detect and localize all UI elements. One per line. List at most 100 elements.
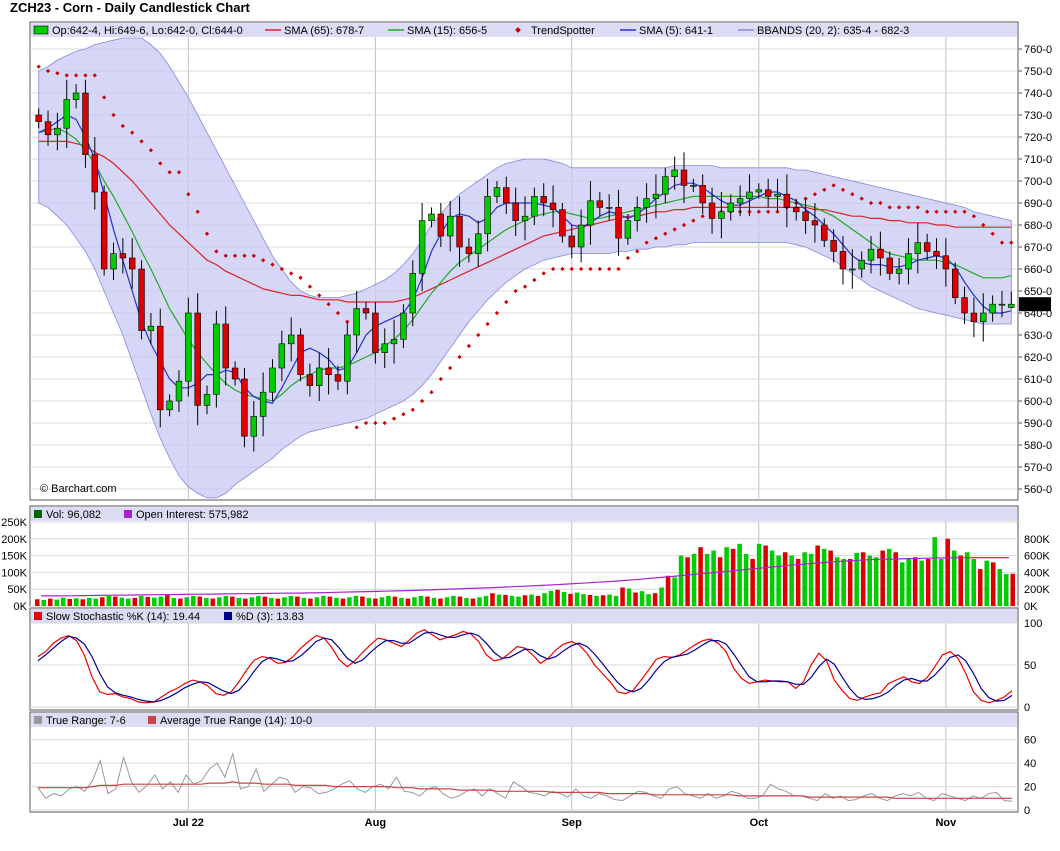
candle-body — [493, 187, 501, 197]
volume-bar — [685, 557, 690, 606]
volume-bar — [665, 575, 671, 606]
volume-bar — [34, 599, 40, 606]
volume-bar — [529, 594, 534, 606]
volume-bar — [223, 595, 229, 606]
volume-bar — [509, 595, 515, 606]
y-tick-label: 560-0 — [1024, 484, 1052, 496]
candle-body — [44, 121, 52, 136]
candle-body — [316, 367, 323, 386]
candle-body — [652, 193, 660, 199]
volume-bar — [106, 595, 112, 606]
trendspotter-dot — [672, 227, 677, 232]
trendspotter-dot — [354, 425, 359, 430]
candle-body — [344, 334, 351, 382]
volume-bar — [971, 558, 977, 606]
trendspotter-dot — [925, 209, 930, 214]
candle-body — [774, 193, 781, 197]
volume-bar — [100, 597, 105, 606]
trendspotter-dot — [541, 271, 546, 276]
candle-body — [680, 169, 688, 186]
volume-bar — [288, 595, 294, 606]
volume-bar — [906, 558, 911, 606]
volume-bar — [691, 553, 697, 606]
candle-body — [82, 92, 89, 155]
trendspotter-dot — [896, 205, 902, 210]
candle-body — [605, 207, 613, 209]
candle-body — [923, 242, 931, 252]
volume-bar — [854, 552, 859, 606]
volume-bar — [230, 596, 235, 606]
volume-bar — [789, 555, 794, 606]
candle-body — [970, 312, 978, 323]
trendspotter-dot — [401, 412, 406, 417]
candle-body — [624, 220, 632, 239]
volume-bar — [828, 550, 833, 606]
candle-body — [306, 374, 314, 386]
oi-y-tick-label: 400K — [1024, 567, 1050, 579]
oi-y-tick-label: 200K — [1024, 584, 1050, 596]
y-tick-label: 720-0 — [1024, 132, 1052, 144]
candle-body — [577, 224, 585, 248]
volume-bar — [535, 595, 541, 606]
volume-bar — [275, 598, 281, 606]
y-tick-label: 760-0 — [1024, 44, 1052, 56]
y-tick-label: 710-0 — [1024, 154, 1052, 166]
trendspotter-dot — [167, 170, 172, 175]
volume-bar — [626, 588, 632, 606]
candle-body — [793, 207, 800, 213]
volume-bar — [405, 598, 411, 606]
volume-bar — [451, 595, 456, 606]
candle-body — [400, 312, 407, 340]
volume-bar — [256, 595, 261, 606]
volume-bar — [184, 597, 190, 606]
trendspotter-dot — [934, 209, 939, 214]
volume-bar — [269, 597, 274, 606]
volume-bar — [743, 553, 749, 606]
trendspotter-dot — [597, 266, 602, 272]
y-tick-label: 610-0 — [1024, 374, 1052, 386]
volume-bar — [373, 598, 378, 606]
candle-body — [185, 312, 192, 382]
volume-bar — [191, 595, 196, 606]
candle-body — [475, 233, 482, 254]
volume-bar — [958, 555, 963, 606]
stochastic-y-tick-label: 100 — [1024, 618, 1042, 630]
trendspotter-dot — [83, 73, 88, 78]
y-tick-label: 590-0 — [1024, 418, 1052, 430]
candle-body — [867, 248, 875, 261]
volume-bar — [737, 543, 742, 606]
sma65-line — [38, 140, 1012, 303]
volume-bar — [386, 595, 391, 606]
candle-body — [269, 367, 276, 393]
volume-bar — [392, 596, 398, 606]
volume-bar — [834, 557, 840, 606]
trendspotter-dot — [382, 420, 387, 426]
volume-bar — [366, 597, 372, 606]
open-interest-line — [41, 557, 1009, 597]
candle-body — [727, 202, 734, 213]
atr-legend-text: Average True Range (14): 10-0 — [160, 715, 312, 727]
candle-body — [110, 253, 117, 270]
bbands-legend-text: BBANDS (20, 2): 635-4 - 682-3 — [757, 25, 909, 37]
candle-body — [503, 187, 510, 204]
trendspotter-dot — [943, 209, 948, 214]
volume-bar — [548, 590, 554, 606]
trendspotter-dot — [186, 192, 191, 197]
chart-title: ZCH23 - Corn - Daily Candlestick Chart — [10, 0, 250, 15]
volume-bar — [724, 547, 729, 606]
trendspotter-dot — [158, 161, 163, 166]
candle-body — [325, 367, 332, 375]
atr-legend-swatch — [148, 716, 156, 724]
volume-bar — [717, 557, 723, 606]
watermark: © Barchart.com — [40, 483, 117, 495]
trendspotter-dot — [850, 192, 855, 197]
x-tick-label: Aug — [365, 817, 386, 829]
ohlc-legend-swatch — [33, 25, 49, 35]
true-range-y-tick-label: 20 — [1024, 782, 1036, 794]
candle-body — [203, 394, 211, 406]
candle-body — [287, 334, 295, 345]
trendspotter-dot — [681, 222, 687, 228]
trendspotter-dot — [466, 343, 472, 349]
volume-legend-swatch — [34, 510, 42, 518]
